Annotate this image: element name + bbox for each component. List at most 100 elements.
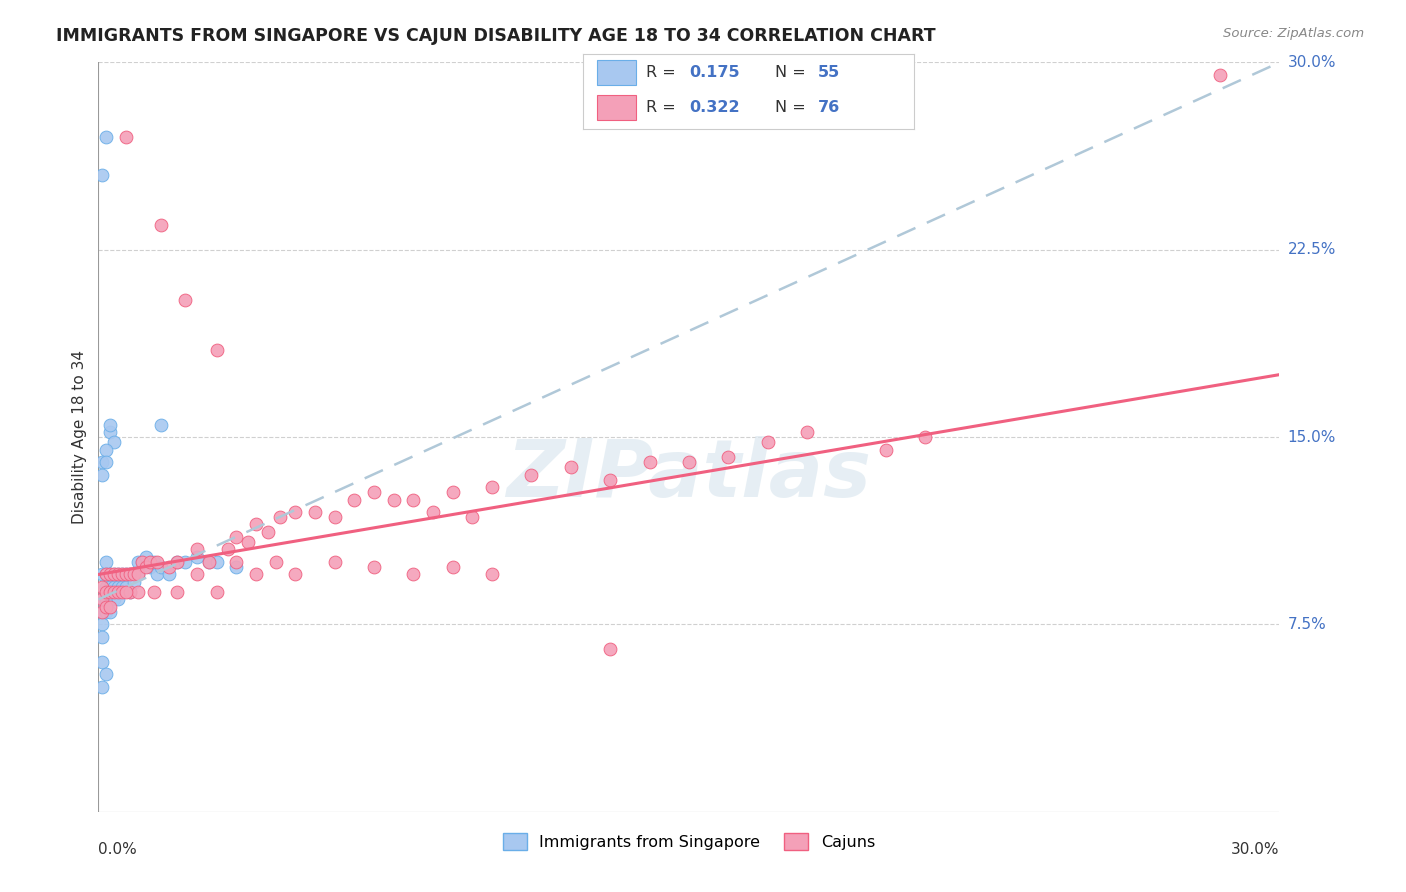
- Text: 0.322: 0.322: [689, 100, 740, 115]
- Point: [118, 567, 141, 582]
- Point: [382, 492, 405, 507]
- Point: [91, 580, 114, 594]
- Point: [122, 574, 145, 589]
- Point: [127, 567, 149, 582]
- Point: [284, 505, 307, 519]
- Text: Source: ZipAtlas.com: Source: ZipAtlas.com: [1223, 27, 1364, 40]
- Point: [599, 642, 621, 657]
- Point: [441, 485, 464, 500]
- Point: [166, 585, 188, 599]
- Point: [205, 555, 228, 569]
- Y-axis label: Disability Age 18 to 34: Disability Age 18 to 34: [72, 350, 87, 524]
- Point: [402, 567, 425, 582]
- Point: [256, 524, 278, 539]
- Point: [138, 560, 160, 574]
- Point: [96, 555, 118, 569]
- Bar: [596, 61, 637, 86]
- Point: [796, 425, 818, 439]
- Point: [103, 435, 125, 450]
- Point: [98, 585, 121, 599]
- Point: [186, 549, 208, 564]
- Point: [96, 605, 118, 619]
- Point: [96, 455, 118, 469]
- Text: R =: R =: [647, 65, 681, 80]
- Point: [323, 555, 346, 569]
- Point: [115, 567, 138, 582]
- Point: [122, 567, 145, 582]
- Point: [96, 567, 118, 582]
- Point: [150, 417, 173, 432]
- Point: [96, 567, 118, 582]
- Text: 0.0%: 0.0%: [98, 842, 138, 857]
- Text: 22.5%: 22.5%: [1288, 243, 1336, 257]
- Bar: [596, 95, 637, 120]
- Point: [98, 580, 121, 594]
- Point: [264, 555, 287, 569]
- Text: N =: N =: [775, 65, 811, 80]
- Point: [717, 450, 740, 464]
- Point: [135, 549, 157, 564]
- Point: [914, 430, 936, 444]
- Point: [103, 592, 125, 607]
- Point: [146, 567, 169, 582]
- Point: [98, 567, 121, 582]
- Point: [135, 560, 157, 574]
- Point: [205, 585, 228, 599]
- Text: 7.5%: 7.5%: [1288, 617, 1326, 632]
- Point: [225, 530, 247, 544]
- Point: [91, 592, 114, 607]
- Point: [107, 567, 129, 582]
- Point: [560, 460, 582, 475]
- Point: [363, 560, 385, 574]
- Point: [103, 567, 125, 582]
- Point: [157, 567, 180, 582]
- Point: [197, 555, 219, 569]
- Point: [127, 585, 149, 599]
- Point: [197, 555, 219, 569]
- Point: [186, 567, 208, 582]
- Point: [111, 580, 134, 594]
- Point: [269, 510, 291, 524]
- Point: [481, 567, 503, 582]
- Point: [96, 130, 118, 145]
- Point: [118, 585, 141, 599]
- Point: [441, 560, 464, 574]
- Point: [98, 592, 121, 607]
- Point: [363, 485, 385, 500]
- Point: [118, 567, 141, 582]
- Text: 0.175: 0.175: [689, 65, 740, 80]
- Point: [127, 567, 149, 582]
- Point: [107, 580, 129, 594]
- Point: [103, 580, 125, 594]
- Point: [91, 567, 114, 582]
- Point: [142, 585, 165, 599]
- Point: [323, 510, 346, 524]
- Point: [1209, 68, 1232, 82]
- Point: [186, 542, 208, 557]
- Point: [107, 567, 129, 582]
- Text: IMMIGRANTS FROM SINGAPORE VS CAJUN DISABILITY AGE 18 TO 34 CORRELATION CHART: IMMIGRANTS FROM SINGAPORE VS CAJUN DISAB…: [56, 27, 936, 45]
- Point: [638, 455, 661, 469]
- Point: [174, 555, 197, 569]
- Point: [103, 585, 125, 599]
- Point: [599, 473, 621, 487]
- Point: [96, 580, 118, 594]
- Point: [91, 630, 114, 644]
- Point: [131, 555, 153, 569]
- Point: [146, 555, 169, 569]
- Legend: Immigrants from Singapore, Cajuns: Immigrants from Singapore, Cajuns: [496, 827, 882, 856]
- Point: [150, 560, 173, 574]
- Point: [115, 567, 138, 582]
- Point: [157, 560, 180, 574]
- Point: [111, 567, 134, 582]
- Point: [98, 417, 121, 432]
- Point: [304, 505, 326, 519]
- Point: [91, 680, 114, 694]
- Point: [98, 425, 121, 439]
- Point: [91, 605, 114, 619]
- Point: [107, 585, 129, 599]
- Point: [98, 567, 121, 582]
- Point: [245, 567, 267, 582]
- Point: [111, 585, 134, 599]
- Point: [481, 480, 503, 494]
